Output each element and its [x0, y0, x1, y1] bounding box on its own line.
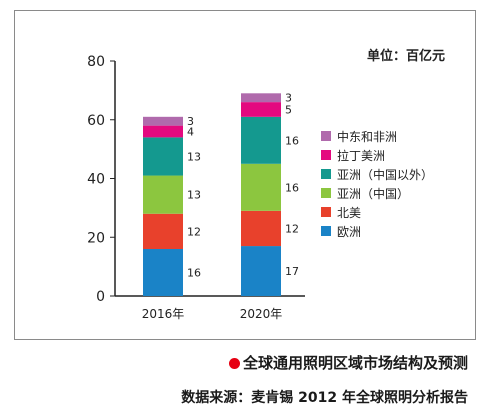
- bar-segment: [241, 116, 281, 164]
- data-label: 13: [187, 150, 201, 163]
- legend-swatch: [321, 169, 331, 179]
- bar-segment: [241, 246, 281, 296]
- bar-segment: [143, 125, 183, 138]
- data-label: 16: [285, 181, 299, 194]
- category-label: 2016年: [142, 307, 185, 321]
- data-label: 16: [187, 267, 201, 280]
- legend-label: 拉丁美洲: [337, 148, 385, 163]
- data-label: 3: [285, 92, 292, 105]
- chart-frame: 0 20 40 60 80 16 12 13 13 4 3 2016年 17 12 16 16 5 3 2020年中…: [14, 10, 476, 340]
- legend-swatch: [321, 150, 331, 160]
- y-tick-label: 80: [87, 54, 105, 70]
- data-label: 12: [285, 222, 299, 235]
- legend-swatch: [321, 188, 331, 198]
- data-label: 4: [187, 126, 194, 139]
- bar-segment: [143, 175, 183, 214]
- bar-segment: [143, 137, 183, 176]
- legend-label: 欧洲: [337, 225, 361, 239]
- bar-segment: [241, 102, 281, 117]
- legend-swatch: [321, 226, 331, 236]
- data-label: 17: [285, 265, 299, 278]
- stacked-bar-chart: 02040608016121313432016年17121616532020年中…: [87, 54, 433, 321]
- legend-swatch: [321, 207, 331, 217]
- y-tick-label: 60: [87, 113, 105, 129]
- bar-segment: [143, 116, 183, 126]
- caption-text: 全球通用照明区域市场结构及预测: [242, 354, 468, 372]
- bar-segment: [241, 210, 281, 247]
- data-label: 3: [187, 115, 194, 128]
- data-label: 12: [187, 225, 201, 238]
- y-tick-label: 0: [96, 289, 105, 305]
- chart-caption: 全球通用照明区域市场结构及预测: [228, 352, 468, 373]
- y-tick-label: 40: [87, 172, 105, 188]
- data-label: 5: [285, 103, 292, 116]
- data-label: 13: [187, 189, 201, 202]
- legend-swatch: [321, 131, 331, 141]
- data-label: 16: [285, 134, 299, 147]
- bar-segment: [241, 163, 281, 211]
- bar-segment: [241, 93, 281, 103]
- legend-label: 亚洲（中国）: [337, 186, 409, 201]
- unit-label: 单位：百亿元: [366, 49, 445, 64]
- red-bullet-icon: [228, 358, 240, 369]
- legend-label: 北美: [337, 206, 361, 220]
- legend-label: 亚洲（中国以外）: [337, 167, 433, 182]
- category-label: 2020年: [240, 307, 283, 321]
- data-source: 数据来源：麦肯锡 2012 年全球照明分析报告: [181, 390, 468, 406]
- bar-segment: [143, 213, 183, 249]
- bar-segment: [143, 249, 183, 296]
- legend-label: 中东和非洲: [337, 129, 397, 144]
- y-tick-label: 20: [87, 230, 105, 246]
